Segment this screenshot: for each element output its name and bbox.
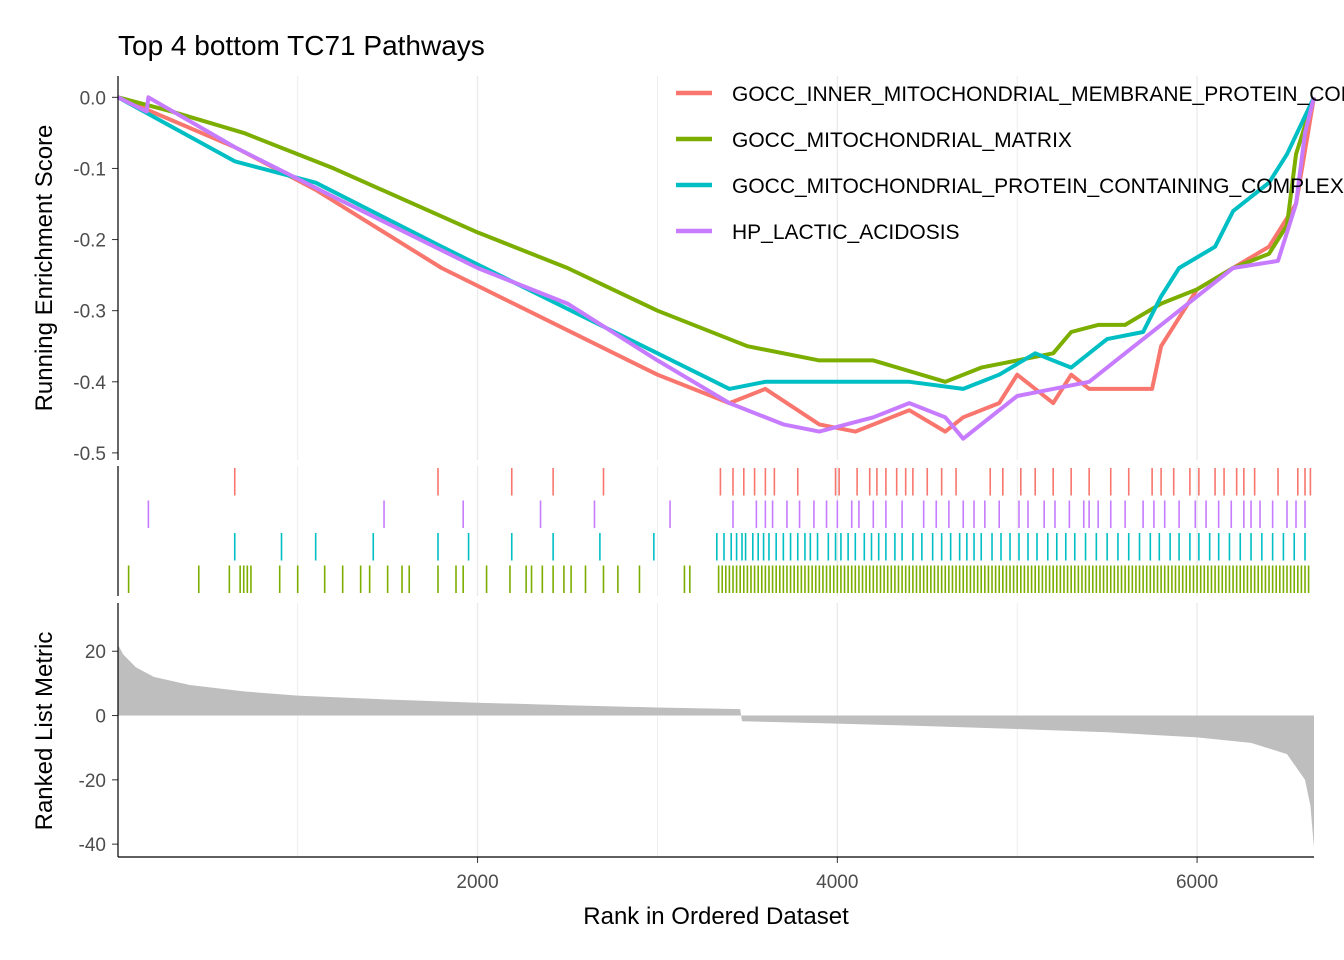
enrichment-y-axis-label: Running Enrichment Score bbox=[31, 125, 58, 412]
hits-panel bbox=[117, 466, 1312, 596]
chart-title: Top 4 bottom TC71 Pathways bbox=[118, 30, 485, 61]
legend: GOCC_INNER_MITOCHONDRIAL_MEMBRANE_PROTEI… bbox=[676, 83, 1344, 244]
enrichment-gridlines bbox=[297, 76, 1198, 460]
x-tick-label: 4000 bbox=[816, 872, 858, 893]
metric-y-axis-label: Ranked List Metric bbox=[31, 632, 58, 831]
y-tick-label: -0.3 bbox=[73, 302, 106, 323]
legend-label: GOCC_MITOCHONDRIAL_PROTEIN_CONTAINING_CO… bbox=[732, 175, 1344, 198]
y-tick-label: 20 bbox=[85, 642, 106, 663]
x-axis-label: Rank in Ordered Dataset bbox=[583, 903, 849, 930]
enrichment-line bbox=[117, 95, 1316, 441]
y-tick-label: -0.2 bbox=[73, 231, 106, 252]
y-tick-label: -40 bbox=[79, 835, 106, 856]
legend-label: HP_LACTIC_ACIDOSIS bbox=[732, 221, 960, 244]
enrichment-line bbox=[117, 95, 1316, 391]
y-tick-label: 0.0 bbox=[80, 88, 106, 109]
enrichment-lines bbox=[117, 95, 1316, 441]
enrichment-y-ticks: 0.0 -0.1 -0.2 -0.3 -0.4 -0.5 bbox=[73, 88, 118, 465]
y-tick-label: 0 bbox=[95, 707, 106, 728]
metric-y-ticks: 20 0 -20 -40 bbox=[79, 642, 118, 856]
legend-label: GOCC_INNER_MITOCHONDRIAL_MEMBRANE_PROTEI… bbox=[732, 83, 1344, 106]
y-tick-label: -0.5 bbox=[73, 444, 106, 465]
legend-label: GOCC_MITOCHONDRIAL_MATRIX bbox=[732, 129, 1072, 152]
metric-gridlines bbox=[297, 603, 1198, 857]
y-tick-label: -0.1 bbox=[73, 159, 106, 180]
y-tick-label: -0.4 bbox=[73, 373, 106, 394]
x-tick-label: 2000 bbox=[456, 872, 498, 893]
hits-marks bbox=[127, 468, 1312, 593]
enrichment-panel: 0.0 -0.1 -0.2 -0.3 -0.4 -0.5 Running Enrichme… bbox=[31, 76, 1316, 465]
metric-panel: 20 0 -20 -40 2000 4000 6000 Ranked List Metri… bbox=[31, 603, 1314, 930]
y-tick-label: -20 bbox=[79, 771, 106, 792]
x-tick-label: 6000 bbox=[1176, 872, 1218, 893]
metric-x-ticks: 2000 4000 6000 bbox=[456, 857, 1218, 893]
